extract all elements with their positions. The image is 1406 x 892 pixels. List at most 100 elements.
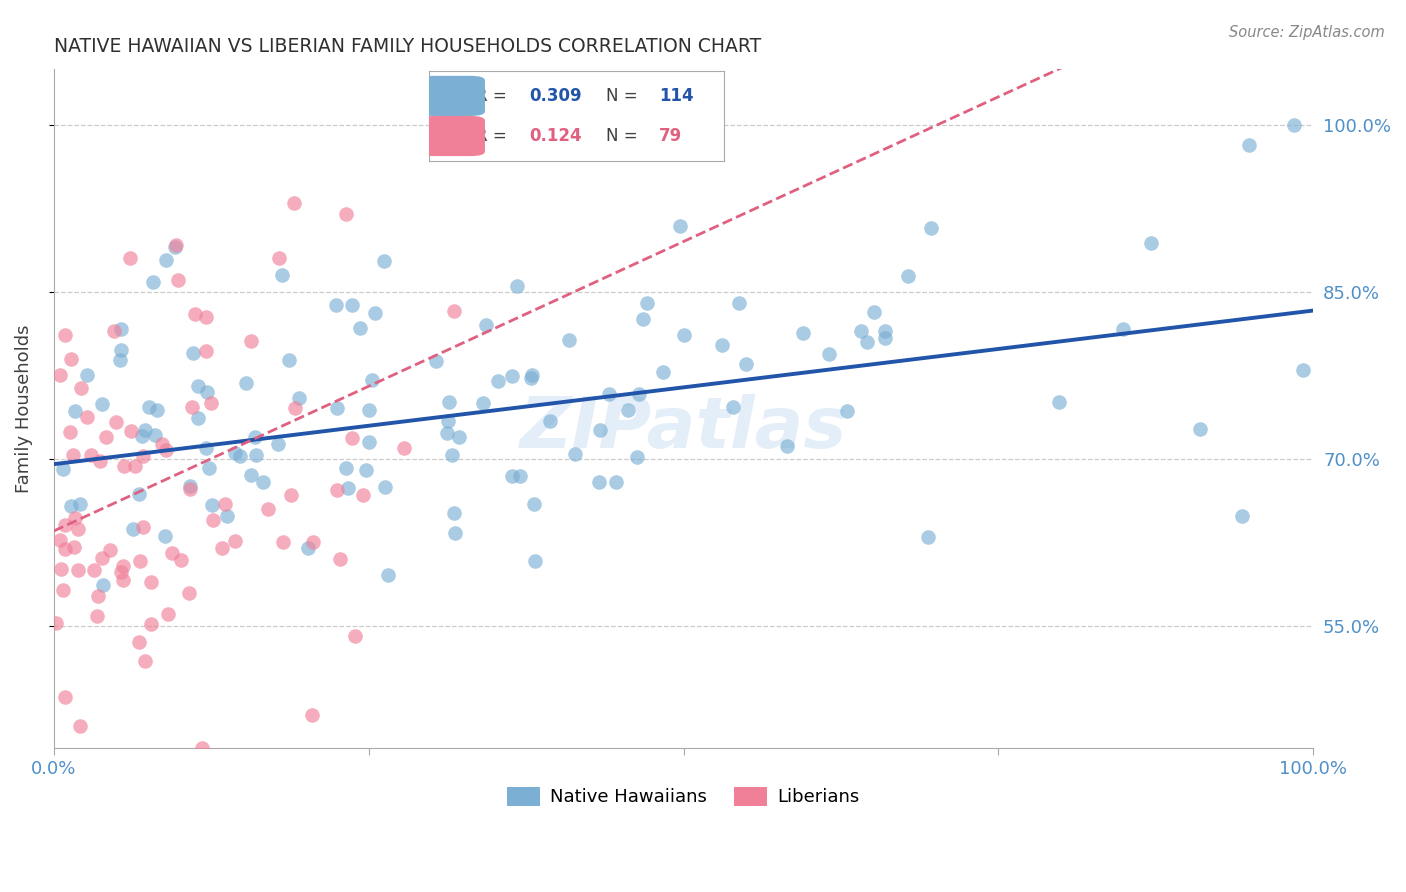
Point: [146, 402, 169, 417]
Point: [425, 354, 447, 368]
Point: [70, 381, 93, 395]
Point: [128, 486, 150, 500]
Point: [245, 448, 267, 462]
Point: [501, 469, 523, 483]
Point: [179, 483, 201, 497]
Point: [67, 563, 90, 577]
Point: [506, 279, 529, 293]
Point: [202, 513, 225, 527]
Point: [214, 497, 236, 511]
Point: [110, 565, 132, 579]
Point: [856, 334, 879, 349]
Point: [605, 475, 627, 489]
Point: [352, 488, 374, 502]
Point: [211, 541, 233, 555]
Point: [177, 585, 200, 599]
Point: [80, 448, 103, 462]
FancyBboxPatch shape: [420, 116, 485, 156]
Point: [337, 481, 360, 495]
Legend: Native Hawaiians, Liberians: Native Hawaiians, Liberians: [501, 780, 868, 814]
Point: [392, 441, 415, 455]
Text: NATIVE HAWAIIAN VS LIBERIAN FAMILY HOUSEHOLDS CORRELATION CHART: NATIVE HAWAIIAN VS LIBERIAN FAMILY HOUSE…: [53, 37, 761, 56]
Point: [509, 469, 531, 483]
Point: [69, 719, 91, 733]
Point: [920, 220, 942, 235]
Point: [449, 430, 471, 444]
Point: [201, 498, 224, 512]
Text: 0.309: 0.309: [529, 87, 582, 105]
Point: [711, 338, 734, 352]
Point: [257, 502, 280, 516]
Point: [302, 535, 325, 549]
Point: [284, 401, 307, 415]
Point: [1292, 362, 1315, 376]
Point: [143, 428, 166, 442]
Point: [441, 449, 464, 463]
Point: [195, 385, 218, 400]
Point: [523, 554, 546, 568]
Point: [1140, 236, 1163, 251]
Text: N =: N =: [606, 128, 637, 145]
Point: [271, 535, 294, 549]
Point: [91, 397, 114, 411]
Point: [89, 454, 111, 468]
Point: [142, 275, 165, 289]
Point: [124, 459, 146, 474]
Point: [1112, 322, 1135, 336]
Point: [522, 368, 544, 382]
Point: [875, 330, 897, 344]
Point: [111, 558, 134, 573]
Point: [76, 409, 98, 424]
Point: [63, 404, 86, 418]
Point: [349, 321, 371, 335]
Point: [155, 253, 177, 268]
Point: [335, 207, 357, 221]
Point: [48, 368, 70, 383]
Point: [278, 353, 301, 368]
Point: [835, 403, 858, 417]
Point: [53, 327, 76, 342]
Point: [150, 436, 173, 450]
Point: [523, 497, 546, 511]
Point: [197, 460, 219, 475]
Point: [132, 449, 155, 463]
Point: [564, 447, 586, 461]
Text: 0.124: 0.124: [529, 128, 582, 145]
Text: R =: R =: [477, 128, 506, 145]
Point: [252, 475, 274, 490]
Point: [443, 304, 465, 318]
Point: [270, 268, 292, 283]
Point: [128, 635, 150, 649]
Point: [520, 371, 543, 385]
Point: [1232, 509, 1254, 524]
Point: [162, 546, 184, 560]
Point: [94, 430, 117, 444]
Point: [59, 425, 82, 439]
Point: [243, 430, 266, 444]
Point: [111, 574, 134, 588]
Point: [132, 520, 155, 534]
Point: [897, 268, 920, 283]
Point: [340, 298, 363, 312]
Point: [325, 483, 347, 498]
Point: [235, 376, 257, 390]
Point: [155, 442, 177, 457]
Text: R =: R =: [477, 87, 506, 105]
Text: ZIPatlas: ZIPatlas: [520, 394, 848, 463]
Text: Source: ZipAtlas.com: Source: ZipAtlas.com: [1229, 25, 1385, 40]
Point: [486, 375, 509, 389]
Point: [63, 540, 86, 554]
Point: [364, 306, 387, 320]
Point: [354, 463, 377, 477]
Point: [475, 318, 498, 332]
Point: [651, 365, 673, 379]
Point: [224, 533, 246, 548]
Point: [108, 352, 131, 367]
Point: [69, 497, 91, 511]
Point: [60, 499, 83, 513]
Point: [229, 449, 252, 463]
FancyBboxPatch shape: [420, 76, 485, 116]
Point: [863, 304, 886, 318]
Point: [110, 343, 132, 358]
Point: [187, 379, 209, 393]
